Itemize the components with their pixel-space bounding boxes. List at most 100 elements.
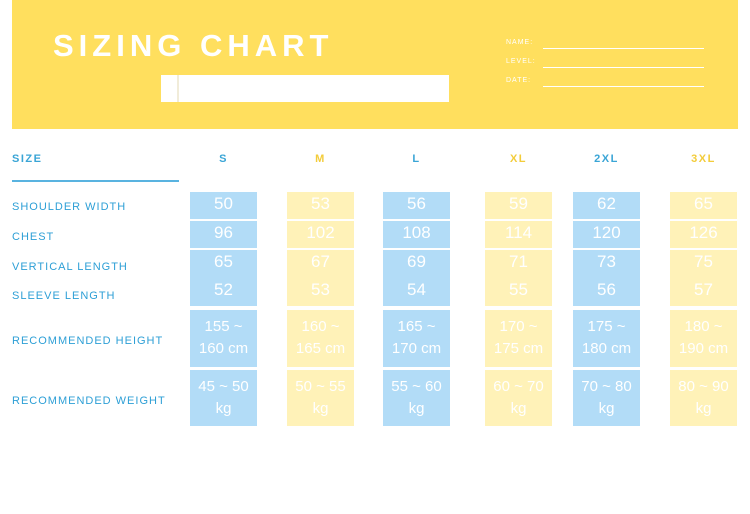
shoulder-width-value: 59 (509, 194, 528, 213)
size-header-s: S (219, 153, 228, 165)
row-label-recommended-height: RECOMMENDED HEIGHT (12, 335, 164, 347)
page-title: SIZING CHART (53, 28, 334, 63)
weight-unit: kg (598, 400, 615, 417)
shoulder-width-cell: 65 (670, 192, 737, 219)
name-field-label: NAME: (506, 39, 534, 46)
shoulder-width-value: 50 (214, 194, 233, 213)
size-header-l: L (412, 153, 421, 165)
shoulder-width-value: 53 (311, 194, 330, 213)
weight-range: 80 ~ 90 (678, 378, 729, 395)
chest-cell: 96 (190, 221, 257, 248)
size-header-3xl: 3XL (691, 153, 716, 165)
shoulder-width-value: 65 (694, 194, 713, 213)
chest-value: 108 (402, 223, 431, 242)
recommended-height-cell: 160 ~ 165 cm (287, 310, 354, 367)
recommended-height-cell: 180 ~ 190 cm (670, 310, 737, 367)
weight-range: 60 ~ 70 (493, 378, 544, 395)
recommended-weight-cell: 45 ~ 50 kg (190, 370, 257, 426)
chest-value: 120 (592, 223, 621, 242)
weight-unit: kg (695, 400, 712, 417)
row-label-shoulder-width: SHOULDER WIDTH (12, 201, 127, 213)
height-range-end: 175 cm (493, 340, 544, 357)
shoulder-width-cell: 56 (383, 192, 450, 219)
level-field-line[interactable] (543, 67, 704, 68)
weight-unit: kg (510, 400, 527, 417)
sleeve-length-value: 56 (597, 280, 616, 299)
chest-cell: 126 (670, 221, 737, 248)
chest-value: 126 (689, 223, 718, 242)
length-cell: 67 53 (287, 250, 354, 306)
chest-cell: 102 (287, 221, 354, 248)
vertical-length-value: 71 (509, 252, 528, 271)
weight-unit: kg (215, 400, 232, 417)
length-cell: 71 55 (485, 250, 552, 306)
date-field-label: DATE: (506, 77, 532, 84)
height-range-end: 180 cm (581, 340, 632, 357)
vertical-length-value: 73 (597, 252, 616, 271)
date-field-line[interactable] (543, 86, 704, 87)
chest-cell: 108 (383, 221, 450, 248)
level-field-label: LEVEL: (506, 58, 536, 65)
height-range-start: 170 ~ (499, 318, 538, 335)
vertical-length-value: 69 (407, 252, 426, 271)
chest-value: 114 (504, 223, 533, 242)
recommended-height-cell: 165 ~ 170 cm (383, 310, 450, 367)
recommended-weight-cell: 60 ~ 70 kg (485, 370, 552, 426)
length-cell: 73 56 (573, 250, 640, 306)
header-banner: SIZING CHART NAME: LEVEL: DATE: (12, 0, 738, 129)
sleeve-length-value: 54 (407, 280, 426, 299)
shoulder-width-value: 62 (597, 194, 616, 213)
recommended-height-cell: 155 ~ 160 cm (190, 310, 257, 367)
height-range-start: 155 ~ (204, 318, 243, 335)
height-range-start: 160 ~ (301, 318, 340, 335)
name-field-line[interactable] (543, 48, 704, 49)
length-cell: 69 54 (383, 250, 450, 306)
row-label-chest: CHEST (12, 231, 55, 243)
row-label-sleeve-length: SLEEVE LENGTH (12, 290, 116, 302)
recommended-weight-cell: 55 ~ 60 kg (383, 370, 450, 426)
height-range-start: 180 ~ (684, 318, 723, 335)
height-range-end: 170 cm (391, 340, 442, 357)
shoulder-width-cell: 53 (287, 192, 354, 219)
height-range-start: 175 ~ (587, 318, 626, 335)
row-label-recommended-weight: RECOMMENDED WEIGHT (12, 395, 166, 407)
weight-unit: kg (408, 400, 425, 417)
vertical-length-value: 65 (214, 252, 233, 271)
shoulder-width-cell: 59 (485, 192, 552, 219)
height-range-start: 165 ~ (397, 318, 436, 335)
size-header-xl: XL (509, 153, 528, 165)
length-cell: 75 57 (670, 250, 737, 306)
chest-cell: 114 (485, 221, 552, 248)
sleeve-length-value: 55 (509, 280, 528, 299)
chest-cell: 120 (573, 221, 640, 248)
weight-range: 45 ~ 50 (198, 378, 249, 395)
length-cell: 65 52 (190, 250, 257, 306)
weight-range: 55 ~ 60 (391, 378, 442, 395)
recommended-height-cell: 170 ~ 175 cm (485, 310, 552, 367)
shoulder-width-value: 56 (407, 194, 426, 213)
size-column-header: SIZE (12, 153, 43, 165)
vertical-length-value: 75 (694, 252, 713, 271)
recommended-height-cell: 175 ~ 180 cm (573, 310, 640, 367)
size-header-2xl: 2XL (594, 153, 619, 165)
shoulder-width-cell: 50 (190, 192, 257, 219)
chest-value: 96 (214, 223, 233, 242)
title-input-box[interactable] (161, 75, 449, 102)
sleeve-length-value: 53 (311, 280, 330, 299)
recommended-weight-cell: 50 ~ 55 kg (287, 370, 354, 426)
weight-unit: kg (312, 400, 329, 417)
sleeve-length-value: 57 (694, 280, 713, 299)
sleeve-length-value: 52 (214, 280, 233, 299)
vertical-length-value: 67 (311, 252, 330, 271)
height-range-end: 165 cm (295, 340, 346, 357)
height-range-end: 160 cm (198, 340, 249, 357)
title-box-divider (177, 75, 179, 102)
chest-value: 102 (306, 223, 335, 242)
shoulder-width-cell: 62 (573, 192, 640, 219)
height-range-end: 190 cm (678, 340, 729, 357)
weight-range: 70 ~ 80 (581, 378, 632, 395)
weight-range: 50 ~ 55 (295, 378, 346, 395)
size-header-underline (12, 180, 179, 182)
size-header-m: M (315, 153, 326, 165)
recommended-weight-cell: 70 ~ 80 kg (573, 370, 640, 426)
